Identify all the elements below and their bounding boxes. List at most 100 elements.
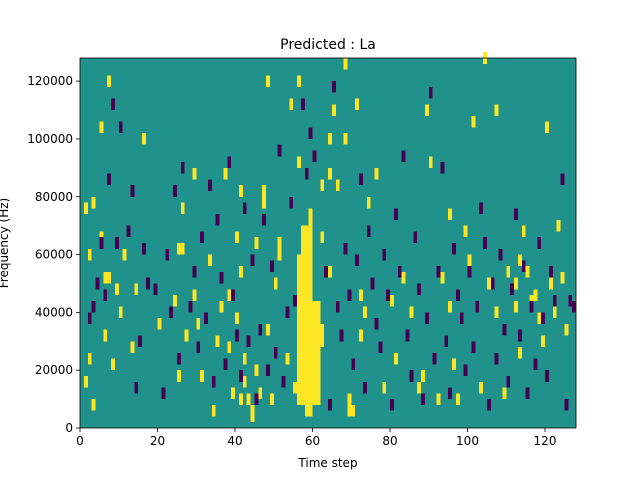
low-cell xyxy=(421,393,425,405)
high-cell xyxy=(242,375,247,388)
high-cell xyxy=(122,248,127,261)
low-cell xyxy=(506,375,511,388)
low-cell xyxy=(142,243,146,255)
high-cell xyxy=(254,364,259,376)
high-cell xyxy=(401,271,406,284)
low-cell xyxy=(374,318,379,330)
high-cell xyxy=(455,393,460,405)
low-cell xyxy=(417,283,422,296)
low-cell xyxy=(436,266,441,278)
low-cell xyxy=(452,243,456,255)
low-cell xyxy=(111,98,115,111)
low-cell xyxy=(347,289,352,301)
high-cell xyxy=(343,58,348,70)
low-cell xyxy=(351,358,356,371)
x-tick-label: 60 xyxy=(305,434,320,448)
high-cell xyxy=(207,254,212,267)
low-cell xyxy=(355,254,360,267)
high-cell xyxy=(421,370,425,382)
high-cell xyxy=(556,219,561,232)
high-cell xyxy=(320,231,325,243)
low-cell xyxy=(444,335,449,348)
low-cell xyxy=(545,370,549,382)
chart-title: Predicted : La xyxy=(280,37,376,53)
low-cell xyxy=(382,248,387,261)
low-cell xyxy=(378,341,383,353)
low-cell xyxy=(273,347,278,359)
high-cell xyxy=(277,248,282,261)
high-cell xyxy=(297,156,301,168)
high-cell xyxy=(486,277,491,290)
high-cell xyxy=(196,318,201,330)
low-cell xyxy=(300,98,305,111)
low-cell xyxy=(304,167,309,180)
low-cell xyxy=(475,300,480,313)
high-cell xyxy=(184,329,189,342)
high-cell xyxy=(506,266,511,278)
high-cell xyxy=(180,243,185,255)
high-cell xyxy=(235,312,239,324)
low-cell xyxy=(269,260,274,272)
low-cell xyxy=(204,312,208,324)
x-tick-label: 120 xyxy=(534,434,557,448)
low-cell xyxy=(533,358,538,371)
y-tick-label: 100000 xyxy=(27,132,73,146)
low-cell xyxy=(176,352,181,365)
y-axis-label: Frequency (Hz) xyxy=(0,198,11,289)
low-cell xyxy=(467,266,472,278)
low-cell xyxy=(401,150,406,163)
low-cell xyxy=(173,185,177,197)
high-cell xyxy=(382,381,387,394)
low-cell xyxy=(277,144,282,157)
high-cell xyxy=(91,196,96,209)
high-column xyxy=(300,225,305,405)
low-cell xyxy=(180,162,185,174)
low-cell xyxy=(161,387,166,400)
low-cell xyxy=(390,399,394,411)
low-cell xyxy=(359,173,363,186)
high-cell xyxy=(266,75,270,87)
high-cell xyxy=(417,381,422,394)
high-cell xyxy=(320,179,325,191)
low-cell xyxy=(483,237,487,249)
y-tick-label: 20000 xyxy=(35,363,73,377)
low-cell xyxy=(200,231,205,243)
low-cell xyxy=(405,329,410,342)
high-cell xyxy=(176,370,181,382)
low-cell xyxy=(486,399,491,411)
low-cell xyxy=(254,393,259,405)
low-cell xyxy=(397,266,402,278)
high-cell xyxy=(238,393,243,405)
high-cell xyxy=(91,399,96,411)
high-cell xyxy=(359,289,363,301)
high-cell xyxy=(533,289,538,301)
low-cell xyxy=(525,387,530,400)
high-cell xyxy=(289,98,294,111)
low-cell xyxy=(107,173,112,186)
low-cell xyxy=(169,306,174,319)
high-cell xyxy=(250,410,255,423)
low-cell xyxy=(293,295,298,307)
low-cell xyxy=(370,277,375,290)
high-cell xyxy=(254,237,259,249)
low-cell xyxy=(211,375,216,388)
low-cell xyxy=(463,364,468,376)
low-cell xyxy=(529,300,534,313)
high-cell xyxy=(362,306,367,319)
high-cell xyxy=(347,404,352,417)
low-cell xyxy=(490,277,495,290)
high-cell xyxy=(223,167,228,180)
high-cell xyxy=(521,225,526,238)
low-cell xyxy=(459,312,464,324)
high-cell xyxy=(525,266,530,278)
high-cell xyxy=(428,156,433,168)
low-cell xyxy=(196,341,201,353)
high-cell xyxy=(103,329,108,342)
high-column xyxy=(320,323,325,348)
high-cell xyxy=(297,75,301,87)
low-cell xyxy=(308,127,313,139)
high-cell xyxy=(262,185,267,197)
low-cell xyxy=(409,370,414,382)
high-cell xyxy=(448,208,453,220)
high-cell xyxy=(359,329,363,342)
